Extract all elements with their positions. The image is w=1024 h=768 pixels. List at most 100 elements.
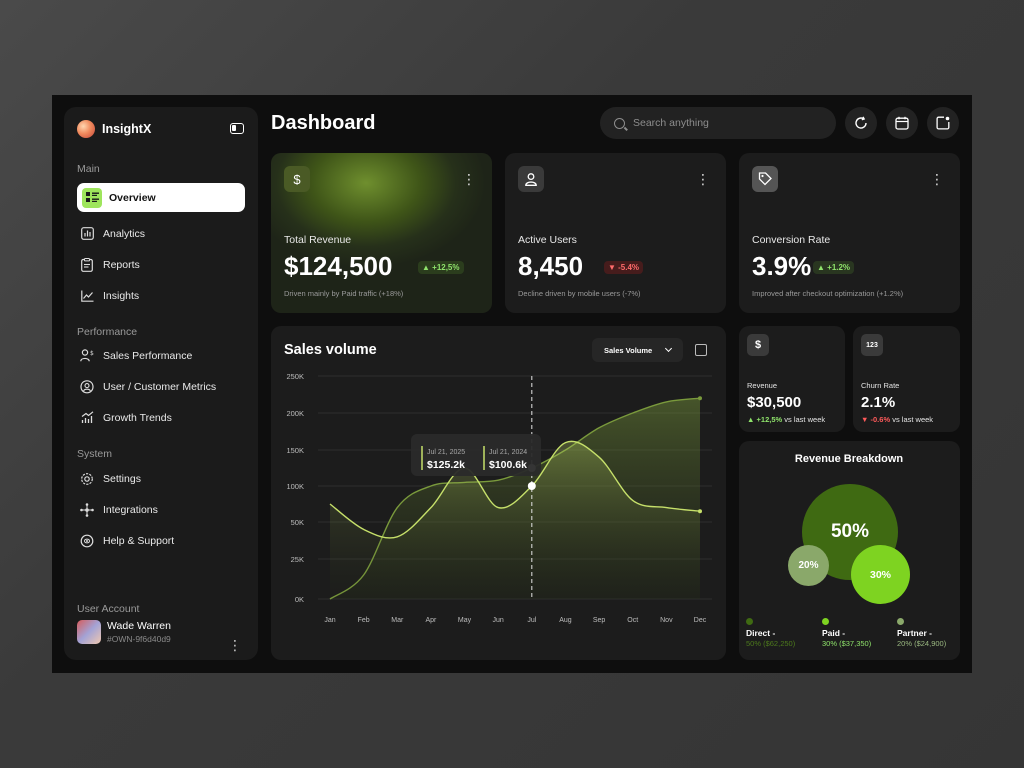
sidebar-item-growth-trends[interactable]: Growth Trends <box>77 403 245 432</box>
analytics-icon <box>80 227 94 241</box>
sidebar-item-help-support[interactable]: Help & Support <box>77 526 245 555</box>
chart-series-select[interactable]: Sales Volume <box>592 338 683 362</box>
y-tick-label: 100K <box>286 482 304 491</box>
legend-dot <box>822 618 829 625</box>
brand-name: InsightX <box>102 122 152 136</box>
stat-card-total-revenue[interactable]: $ ⋮ Total Revenue $124,500 ▲ +12,5% Driv… <box>271 153 492 313</box>
sidebar: InsightX Main Overview Analytics Reports <box>64 107 258 660</box>
sales-chart: 250K 200K 150K 100K 50K 25K 0K Jan Feb Mar Apr May J… <box>286 372 712 624</box>
sidebar-item-insights[interactable]: Insights <box>77 281 245 310</box>
user-id: #OWN-9f6d40d9 <box>107 634 171 644</box>
sidebar-item-settings[interactable]: Settings <box>77 464 245 493</box>
mini-card-churn-rate[interactable]: 123 Churn Rate 2.1% ▼ -0.6% vs last week <box>853 326 960 432</box>
sidebar-item-label: Sales Performance <box>103 349 193 362</box>
section-label-user-account: User Account <box>77 603 140 615</box>
user-name: Wade Warren <box>107 620 171 632</box>
dollar-icon: $ <box>284 166 310 192</box>
sidebar-item-label: Integrations <box>103 503 158 516</box>
revenue-breakdown-card: Revenue Breakdown 50% 30% 20% Direct - 5… <box>739 441 960 660</box>
bubble-partner: 20% <box>788 545 829 586</box>
section-label-main: Main <box>77 163 100 175</box>
x-tick-label: Jul <box>527 617 536 624</box>
stat-card-conversion-rate[interactable]: ⋮ Conversion Rate 3.9% ▲ +1.2% Improved … <box>739 153 960 313</box>
sidebar-item-analytics[interactable]: Analytics <box>77 219 245 248</box>
more-options-icon[interactable]: ⋮ <box>462 171 476 187</box>
brand[interactable]: InsightX <box>77 120 151 138</box>
stat-value: 8,450 <box>518 251 584 281</box>
sidebar-item-label: Help & Support <box>103 534 175 547</box>
sidebar-item-label: Insights <box>103 289 140 302</box>
y-tick-label: 250K <box>286 372 304 381</box>
legend-item-paid: Paid - 30% ($37,350) <box>822 618 871 648</box>
more-options-icon[interactable]: ⋮ <box>930 171 944 187</box>
breakdown-title: Revenue Breakdown <box>794 453 904 465</box>
sidebar-item-user-metrics[interactable]: User / Customer Metrics <box>77 372 245 401</box>
chart-title: Sales volume <box>284 342 377 358</box>
search-input[interactable]: Search anything <box>600 107 836 139</box>
legend-dot <box>897 618 904 625</box>
legend-value: 30% ($37,350) <box>822 639 872 648</box>
sidebar-item-sales-performance[interactable]: $ Sales Performance <box>77 341 245 370</box>
sidebar-toggle-icon[interactable] <box>230 123 244 134</box>
stat-label: Conversion Rate <box>752 234 831 246</box>
overview-icon <box>82 187 102 208</box>
tag-icon <box>752 166 778 192</box>
y-tick-label: 0K <box>295 595 304 604</box>
tooltip-value: $125.2k <box>427 459 465 471</box>
numbers-icon: 123 <box>861 334 883 356</box>
tooltip-date: Jul 21, 2025 <box>427 449 465 456</box>
section-label-performance: Performance <box>77 326 138 338</box>
sidebar-item-reports[interactable]: Reports <box>77 250 245 279</box>
more-options-icon[interactable]: ⋮ <box>696 171 710 187</box>
sales-volume-card: Sales volume Sales Volume 250K 200K 150K 10… <box>271 326 726 660</box>
tooltip-value: $100.6k <box>489 459 527 471</box>
x-tick-label: Jan <box>324 617 335 624</box>
sidebar-item-label: Growth Trends <box>103 411 172 424</box>
sidebar-item-overview[interactable]: Overview <box>77 183 245 212</box>
stat-note: Driven mainly by Paid traffic (+18%) <box>284 289 404 298</box>
series-end-point <box>698 509 702 514</box>
x-tick-label: Oct <box>627 617 638 624</box>
mini-value: $30,500 <box>747 394 802 411</box>
x-tick-label: Nov <box>660 617 673 624</box>
notification-button[interactable] <box>927 107 959 139</box>
user-search-icon <box>80 379 94 394</box>
search-placeholder: Search anything <box>633 117 709 129</box>
calendar-icon <box>895 116 909 130</box>
mini-card-revenue[interactable]: $ Revenue $30,500 ▲ +12,5% vs last week <box>739 326 845 432</box>
x-tick-label: Sep <box>593 617 606 624</box>
user-more-icon[interactable]: ⋮ <box>228 637 242 653</box>
series-line <box>329 440 701 539</box>
notification-icon <box>936 116 950 130</box>
legend-name: Partner - <box>897 628 932 638</box>
x-tick-label: Aug <box>559 617 572 624</box>
x-tick-label: Feb <box>358 617 370 624</box>
y-tick-label: 25K <box>291 555 304 564</box>
sidebar-item-integrations[interactable]: Integrations <box>77 495 245 524</box>
y-tick-label: 50K <box>291 518 304 527</box>
x-tick-label: May <box>458 617 472 624</box>
calendar-button[interactable] <box>886 107 918 139</box>
stat-card-active-users[interactable]: ⋮ Active Users 8,450 ▼ -5.4% Decline dri… <box>505 153 726 313</box>
legend-value: 20% ($24,900) <box>897 639 947 648</box>
refresh-button[interactable] <box>845 107 877 139</box>
user-card[interactable]: Wade Warren #OWN-9f6d40d9 <box>77 620 171 644</box>
user-icon <box>518 166 544 192</box>
calendar-icon[interactable] <box>695 344 707 356</box>
stat-value: 3.9% <box>752 251 812 281</box>
y-tick-label: 150K <box>286 446 304 455</box>
stat-value: $124,500 <box>284 251 393 281</box>
dollar-icon: $ <box>747 334 769 356</box>
legend-name: Paid - <box>822 628 846 638</box>
stat-label: Active Users <box>518 234 577 246</box>
change-badge: ▲ +12,5% <box>418 261 464 274</box>
x-tick-label: Mar <box>391 617 404 624</box>
network-icon <box>80 502 94 517</box>
x-tick-label: Dec <box>694 617 707 624</box>
stat-note: Improved after checkout optimization (+1… <box>752 289 904 298</box>
tooltip-date: Jul 21, 2024 <box>489 449 527 456</box>
legend-item-direct: Direct - 50% ($62,250) <box>746 618 795 648</box>
trend-line-icon <box>80 289 94 303</box>
refresh-icon <box>855 116 867 129</box>
mini-change: ▼ -0.6% vs last week <box>861 415 934 424</box>
